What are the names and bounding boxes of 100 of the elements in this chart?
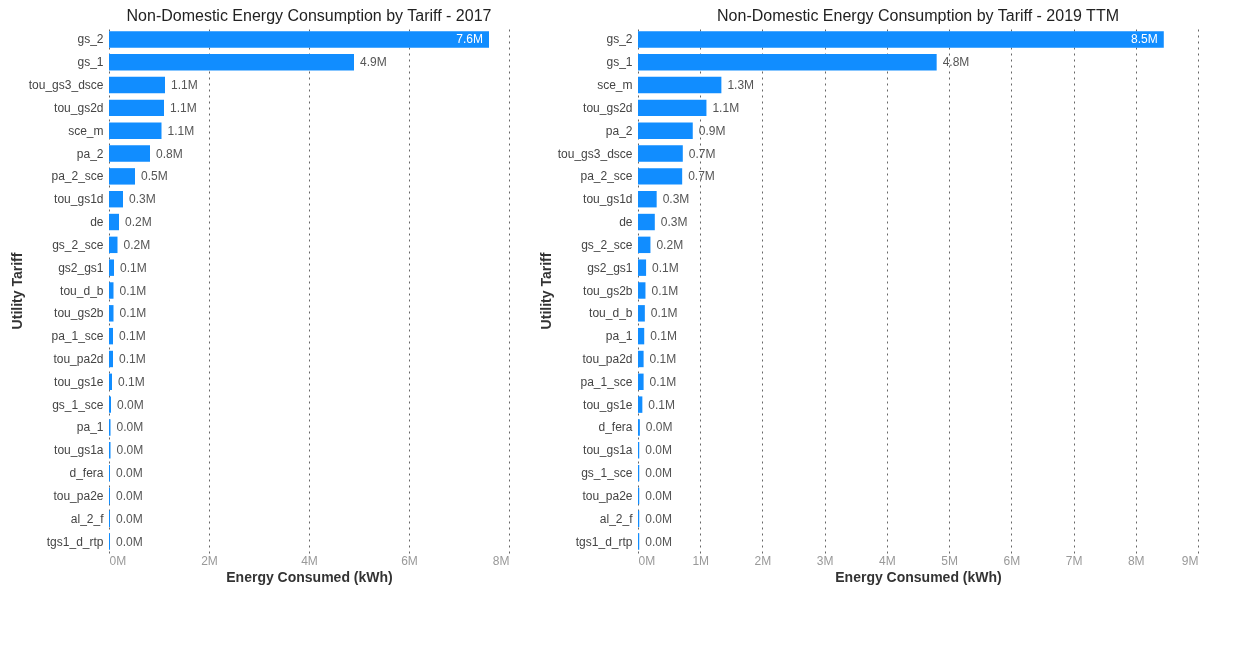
x-axis-title: Energy Consumed (kWh) <box>835 568 1002 585</box>
data-label: 0.7M <box>688 169 715 184</box>
bar <box>638 99 707 117</box>
x-tick-label: 9M <box>1181 553 1199 568</box>
y-tick-label: tgs1_d_rtp <box>575 534 633 549</box>
chart-title: Non-Domestic Energy Consumption by Tariff - 2017 <box>126 7 492 24</box>
y-tick-label: pa_1 <box>605 329 633 344</box>
y-tick-label: tou_pa2e <box>53 488 104 503</box>
data-label: 0.0M <box>645 420 673 435</box>
y-tick-label: tou_gs1a <box>54 443 104 458</box>
y-tick-label: tou_gs1d <box>583 192 633 207</box>
y-tick-label: tou_gs2d <box>54 100 104 115</box>
y-tick-label: tou_gs2b <box>54 306 104 321</box>
data-label: 0.1M <box>118 374 145 389</box>
y-tick-label: tou_gs2b <box>583 283 633 298</box>
y-tick-label: d_fera <box>69 466 104 481</box>
bar <box>638 190 657 208</box>
y-tick-label: tou_gs3_dsce <box>557 146 633 161</box>
data-label: 0.1M <box>119 329 146 344</box>
x-tick-label: 4M <box>301 553 318 568</box>
data-label: 0.0M <box>645 488 672 503</box>
data-label: 4.8M <box>942 55 970 70</box>
x-tick-label: 8M <box>492 553 510 568</box>
data-label: 0.1M <box>650 306 678 321</box>
bar <box>638 54 937 71</box>
data-label: 1.1M <box>712 100 740 115</box>
x-tick-label: 4M <box>879 553 896 568</box>
y-tick-label: de <box>619 215 633 230</box>
bar <box>638 259 647 276</box>
data-label: 0.5M <box>141 169 168 184</box>
x-tick-label: 2M <box>201 553 218 568</box>
bar <box>638 236 651 254</box>
y-tick-label: tou_pa2e <box>582 488 633 503</box>
data-label: 4.9M <box>360 55 387 70</box>
data-label: 0.0M <box>645 466 672 481</box>
y-tick-label: gs_2_sce <box>581 237 633 252</box>
y-tick-label: al_2_f <box>599 511 634 526</box>
data-label: 0.8M <box>156 146 183 161</box>
y-tick-label: gs_1 <box>606 55 633 70</box>
x-axis-title: Energy Consumed (kWh) <box>226 568 393 585</box>
x-tick-label: 5M <box>941 553 958 568</box>
bar <box>638 373 644 391</box>
data-label: 0.1M <box>119 306 147 321</box>
y-tick-label: al_2_f <box>70 511 105 526</box>
data-label: 0.1M <box>650 329 677 344</box>
data-label: 0.1M <box>119 283 147 298</box>
chart-title: Non-Domestic Energy Consumption by Tariff - 2019 TTM <box>717 7 1119 24</box>
y-tick-label: gs2_gs1 <box>58 260 104 275</box>
y-tick-label: tou_gs1e <box>54 374 104 389</box>
bar <box>638 327 645 345</box>
x-tick-label: 3M <box>816 553 834 568</box>
y-tick-label: pa_2_sce <box>580 169 633 184</box>
y-tick-label: tou_d_b <box>60 283 104 298</box>
data-label: 0.0M <box>116 534 143 549</box>
y-tick-label: pa_1 <box>76 420 104 435</box>
data-label: 0.9M <box>698 123 726 138</box>
y-tick-label: pa_2_sce <box>51 169 104 184</box>
x-tick-label: 0M <box>638 553 656 568</box>
y-axis-title: Utility Tariff <box>537 252 554 330</box>
x-tick-label: 2M <box>754 553 772 568</box>
y-tick-label: d_fera <box>598 420 633 435</box>
y-tick-label: gs_2_sce <box>52 237 104 252</box>
x-tick-label: 6M <box>1003 553 1021 568</box>
data-label: 7.6M <box>456 32 483 47</box>
data-label: 0.0M <box>116 443 144 458</box>
x-tick-label: 1M <box>692 553 710 568</box>
y-tick-label: gs_1 <box>77 55 104 70</box>
data-label: 0.0M <box>116 420 144 435</box>
data-label: 0.3M <box>129 192 156 207</box>
y-tick-label: tou_gs2d <box>583 100 633 115</box>
y-tick-label: sce_m <box>597 78 633 93</box>
data-label: 0.2M <box>123 237 151 252</box>
data-label: 8.5M <box>1131 32 1158 47</box>
y-tick-label: pa_1_sce <box>580 374 633 389</box>
data-label: 0.1M <box>120 260 147 275</box>
data-label: 0.2M <box>656 237 684 252</box>
bar <box>638 145 683 162</box>
data-label: 0.1M <box>652 260 679 275</box>
y-tick-label: sce_m <box>68 123 104 138</box>
bar <box>638 168 683 185</box>
bar <box>638 122 693 139</box>
data-label: 0.0M <box>116 488 143 503</box>
data-label: 0.1M <box>649 374 677 389</box>
data-label: 1.1M <box>167 123 195 138</box>
data-label: 0.0M <box>645 443 672 458</box>
x-tick-label: 0M <box>109 553 127 568</box>
y-tick-label: tou_gs1e <box>583 397 633 412</box>
data-label: 0.1M <box>651 283 679 298</box>
data-label: 0.1M <box>119 351 146 366</box>
y-tick-label: gs_1_sce <box>52 397 104 412</box>
bar <box>638 350 644 368</box>
y-tick-label: tgs1_d_rtp <box>46 534 104 549</box>
y-axis-title: Utility Tariff <box>8 252 25 330</box>
bar <box>638 305 645 322</box>
x-tick-label: 6M <box>401 553 418 568</box>
data-label: 0.0M <box>117 397 144 412</box>
data-label: 0.2M <box>125 215 152 230</box>
y-tick-label: gs2_gs1 <box>587 260 633 275</box>
data-label: 0.1M <box>648 397 676 412</box>
bar <box>638 31 1164 48</box>
